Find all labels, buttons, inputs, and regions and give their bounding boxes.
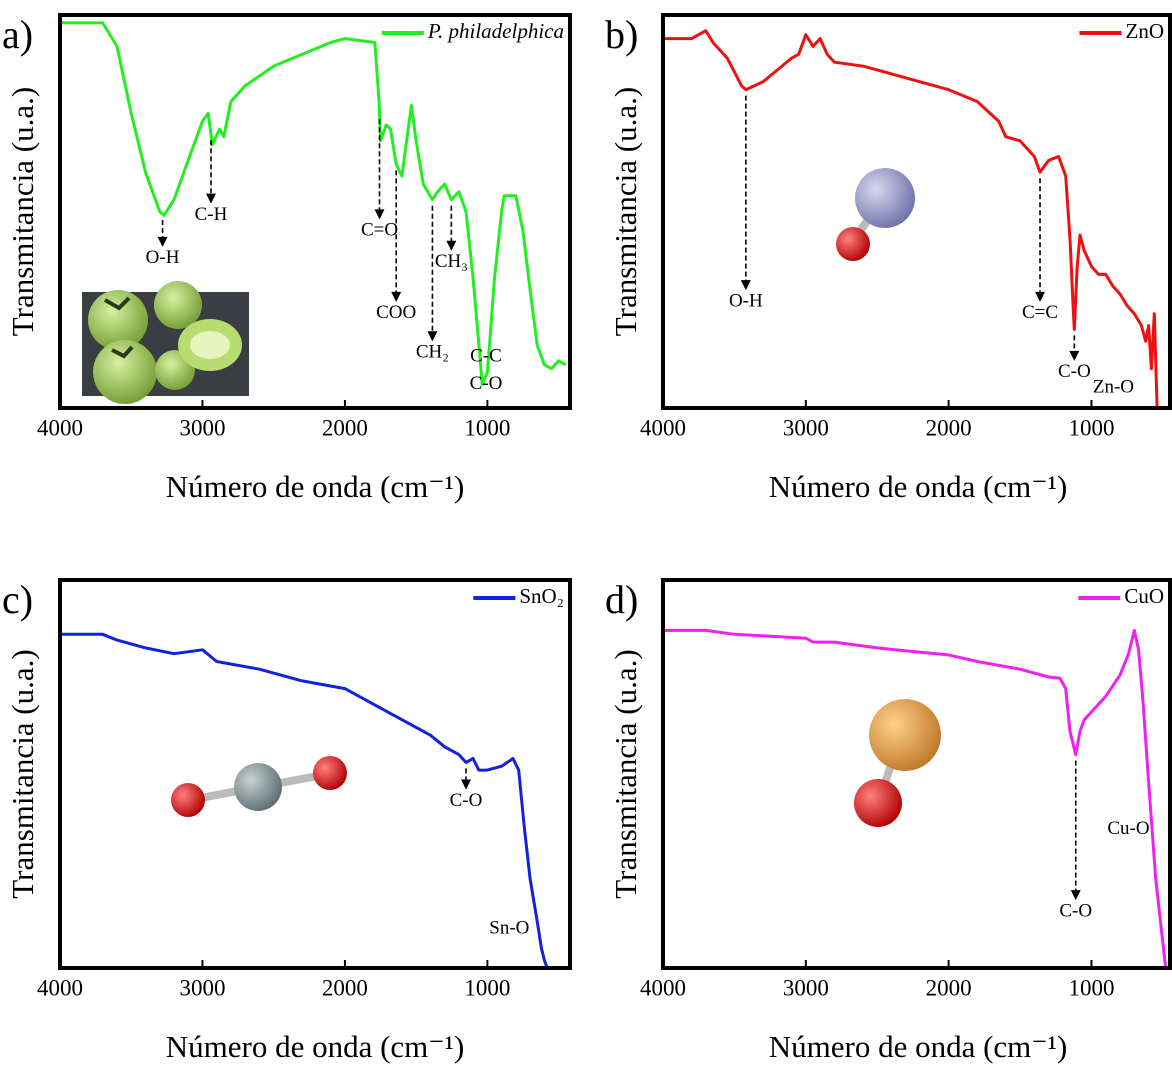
annotation-text: Sn-O [489, 918, 529, 939]
x-axis-label: Número de onda (cm⁻¹) [166, 1029, 465, 1064]
arrow-head [1069, 350, 1080, 361]
y-axis-label: Transmitancia (u.a.) [608, 87, 643, 336]
annotation-text: C-O [450, 790, 483, 811]
panel: 4000 3000 2000 1000 P. philadelphica O-H C-H C=… [2, 12, 572, 504]
legend-text: CuO [1124, 584, 1164, 608]
x-tick-label: 4000 [37, 415, 83, 440]
annotation-text: Zn-O [1093, 377, 1134, 398]
annotation-text: C=C [1022, 302, 1058, 323]
x-axis-label: Número de onda (cm⁻¹) [166, 469, 465, 504]
plot-frame [58, 13, 572, 410]
spectrum-line [663, 628, 1168, 969]
annotation-text: C=O [361, 220, 398, 241]
arrow-head [446, 240, 457, 251]
x-tick-label: 2000 [322, 415, 368, 440]
panel: 4000 3000 2000 1000 CuO C-O Cu-O d) Número de on… [605, 577, 1172, 1064]
annotation-text: C-O [1059, 900, 1092, 921]
x-tick-label: 1000 [464, 975, 510, 1000]
arrow-head [740, 280, 751, 291]
annotation-text: Cu-O [1107, 818, 1149, 839]
annotation-text: C-O [1058, 361, 1091, 382]
arrow-head [374, 209, 385, 220]
panel-label: c) [2, 577, 33, 622]
arrow-head [206, 193, 217, 204]
x-tick-label: 3000 [179, 975, 225, 1000]
plot-frame [661, 578, 1172, 970]
x-tick-label: 1000 [464, 415, 510, 440]
x-tick-label: 1000 [1068, 415, 1114, 440]
x-tick-label: 4000 [640, 975, 686, 1000]
arrow-head [1035, 291, 1046, 302]
x-tick-label: 2000 [322, 975, 368, 1000]
panel-label: b) [605, 12, 638, 57]
spectrum-line [60, 21, 567, 386]
x-tick-label: 1000 [1068, 975, 1114, 1000]
legend-text: SnO₂ [519, 584, 564, 608]
y-axis-label: Transmitancia (u.a.) [5, 649, 40, 898]
arrow-head [461, 779, 472, 790]
molecule-icon [836, 168, 915, 261]
spectrum-line [663, 29, 1159, 409]
x-tick-label: 3000 [783, 415, 829, 440]
annotation-text: C-O [470, 373, 503, 394]
molecule-icon [854, 699, 941, 827]
arrow-head [391, 291, 402, 302]
annotation-text: C-C [470, 345, 502, 366]
annotation-text: C-H [195, 204, 228, 225]
spectrum-line [60, 632, 549, 969]
legend-text: ZnO [1126, 19, 1165, 43]
panel: 4000 3000 2000 1000 SnO₂ C-O Sn-O c) Número de o… [2, 577, 572, 1064]
annotation-text: CH₃ [435, 251, 468, 272]
annotation-text: COO [376, 302, 416, 323]
x-tick-label: 4000 [37, 975, 83, 1000]
plot-frame [661, 13, 1172, 410]
y-axis-label: Transmitancia (u.a.) [5, 87, 40, 336]
legend-text: P. philadelphica [427, 19, 564, 43]
plot-frame [58, 578, 572, 970]
panel-label: a) [2, 12, 33, 57]
x-tick-label: 4000 [640, 415, 686, 440]
annotation-text: CH₂ [416, 342, 449, 363]
panel: 4000 3000 2000 1000 ZnO O-H C=C C-OZn-O b) Número… [605, 12, 1172, 504]
arrow-head [157, 236, 168, 247]
panel-label: d) [605, 577, 638, 622]
arrow-head [427, 331, 438, 342]
annotation-text: O-H [729, 290, 763, 311]
x-axis-label: Número de onda (cm⁻¹) [769, 1029, 1068, 1064]
inset-photo [82, 281, 249, 404]
y-axis-label: Transmitancia (u.a.) [608, 649, 643, 898]
arrow-head [1070, 890, 1081, 901]
x-tick-label: 2000 [926, 415, 972, 440]
x-tick-label: 3000 [179, 415, 225, 440]
x-axis-label: Número de onda (cm⁻¹) [769, 469, 1068, 504]
x-tick-label: 3000 [783, 975, 829, 1000]
molecule-icon [171, 756, 347, 817]
x-tick-label: 2000 [926, 975, 972, 1000]
annotation-text: O-H [146, 247, 180, 268]
